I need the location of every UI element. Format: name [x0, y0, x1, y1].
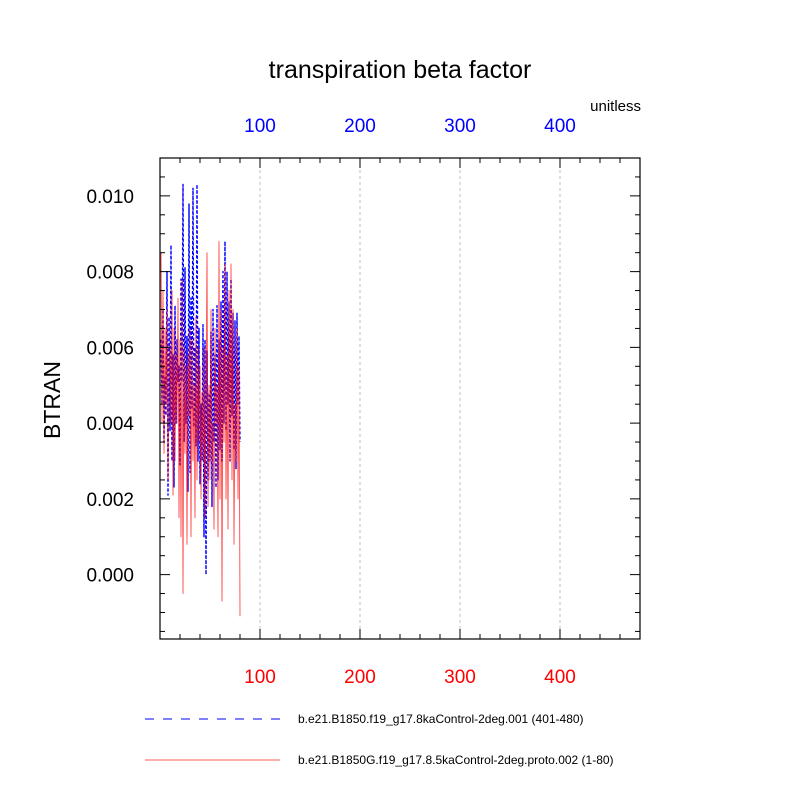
tick-labels: 0.000 0.002 0.004 0.006 0.008 0.010 100 100 200 2…: [86, 116, 575, 688]
x-tick-label-bottom: 400: [544, 667, 576, 688]
series-lines: [160, 183, 241, 617]
x-tick-label-bottom: 200: [344, 667, 376, 688]
x-tick-label-bottom: 100: [244, 667, 276, 688]
legend-label-1: b.e21.B1850G.f19_g17.8.5kaControl-2deg.p…: [298, 753, 614, 767]
legend-label-0: b.e21.B1850.f19_g17.8kaControl-2deg.001 …: [298, 712, 584, 726]
series-line-1: [160, 240, 241, 617]
x-tick-label-bottom: 300: [444, 667, 476, 688]
y-tick-label: 0.006: [86, 338, 134, 359]
axes: [159, 157, 641, 640]
x-tick-label-top: 200: [344, 116, 376, 137]
units-label: unitless: [590, 98, 641, 115]
y-tick-label: 0.002: [86, 490, 134, 511]
y-axis-label: BTRAN: [39, 361, 65, 439]
y-tick-label: 0.000: [86, 566, 134, 587]
x-tick-label-top: 400: [544, 116, 576, 137]
x-tick-label-top: 300: [444, 116, 476, 137]
y-tick-label: 0.004: [86, 414, 134, 435]
grid-lines: [259, 158, 561, 639]
chart-title: transpiration beta factor: [269, 56, 532, 84]
y-tick-label: 0.010: [86, 187, 134, 208]
x-tick-label-top: 100: [244, 116, 276, 137]
y-tick-label: 0.008: [86, 263, 134, 284]
legend: b.e21.B1850.f19_g17.8kaControl-2deg.001 …: [145, 712, 614, 767]
